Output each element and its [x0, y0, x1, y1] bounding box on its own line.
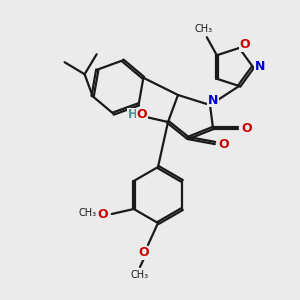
Text: N: N [208, 94, 218, 106]
Text: O: O [139, 247, 149, 260]
Text: H: H [128, 109, 138, 122]
Text: CH₃: CH₃ [79, 208, 97, 218]
Text: O: O [242, 122, 252, 134]
Text: O: O [219, 137, 229, 151]
Text: CH₃: CH₃ [195, 24, 213, 34]
Text: O: O [98, 208, 108, 220]
Text: N: N [255, 59, 265, 73]
Text: O: O [137, 109, 147, 122]
Text: CH₃: CH₃ [131, 270, 149, 280]
Text: O: O [240, 38, 250, 52]
